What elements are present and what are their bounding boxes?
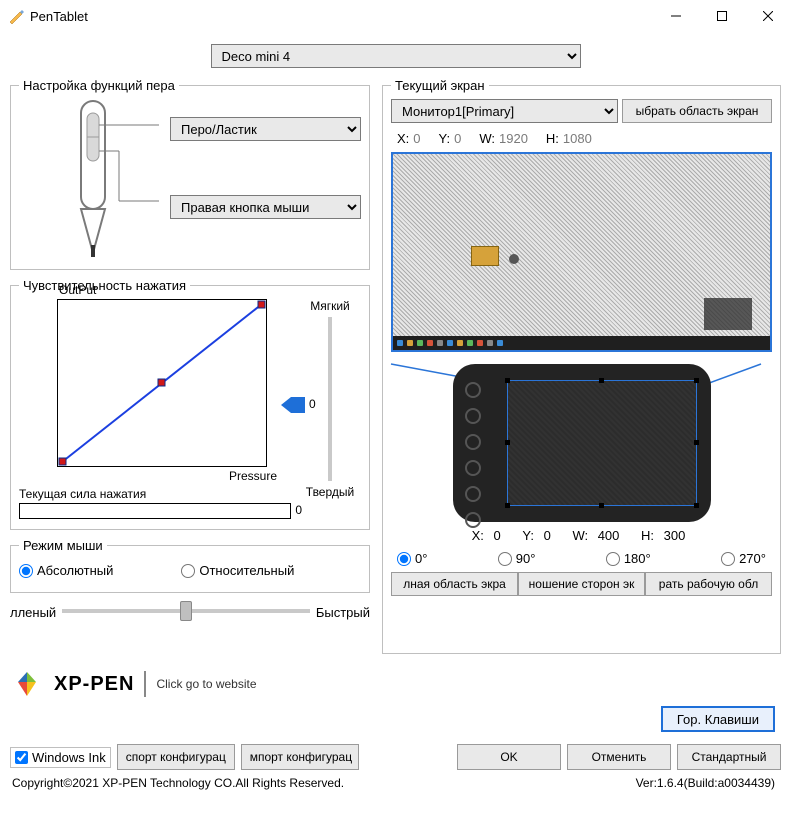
full-area-button[interactable]: лная область экра: [391, 572, 518, 596]
default-button[interactable]: Стандартный: [677, 744, 781, 770]
separator: [144, 671, 146, 697]
rotate-180[interactable]: 180°: [606, 551, 651, 566]
brand-text: XP-PEN: [54, 673, 134, 696]
slow-label: лленый: [10, 605, 56, 620]
titlebar: PenTablet: [0, 0, 791, 32]
close-button[interactable]: [745, 0, 791, 32]
windows-ink-checkbox[interactable]: Windows Ink: [10, 747, 111, 768]
rotate-90[interactable]: 90°: [498, 551, 536, 566]
rotate-270[interactable]: 270°: [721, 551, 766, 566]
copyright-text: Copyright©2021 XP-PEN Technology CO.All …: [12, 776, 344, 790]
hard-label: Твердый: [299, 485, 361, 499]
monitor-select[interactable]: Монитор1[Primary]: [391, 99, 618, 123]
relative-radio[interactable]: Относительный: [181, 563, 294, 578]
xppen-logo-icon: [10, 668, 44, 700]
export-config-button[interactable]: спорт конфигурац: [117, 744, 235, 770]
pressure-axis-label: Pressure: [19, 469, 277, 483]
fast-label: Быстрый: [316, 605, 370, 620]
pen-functions-legend: Настройка функций пера: [19, 78, 179, 93]
pen-diagram: [19, 99, 164, 259]
pen-upper-button-select[interactable]: Перо/Ластик: [170, 117, 361, 141]
logo-row: XP-PEN Click go to website: [10, 662, 781, 702]
rotate-0[interactable]: 0°: [397, 551, 427, 566]
speed-slider[interactable]: [62, 601, 310, 624]
monitor-preview[interactable]: [391, 152, 772, 352]
work-area-button[interactable]: рать рабочую обл: [645, 572, 772, 596]
softness-value: 0: [309, 397, 316, 411]
pressure-curve[interactable]: [57, 299, 267, 467]
softness-slider[interactable]: 0: [299, 317, 361, 481]
soft-label: Мягкий: [299, 299, 361, 313]
maximize-button[interactable]: [699, 0, 745, 32]
current-pressure-bar: 0: [19, 503, 291, 519]
pressure-group: Чувствительность нажатия OutPut: [10, 278, 370, 530]
monitor-coords: X:0 Y:0 W:1920 H:1080: [391, 129, 772, 152]
hotkeys-button[interactable]: Гор. Клавиши: [661, 706, 775, 732]
import-config-button[interactable]: мпорт конфигурац: [241, 744, 359, 770]
aspect-ratio-button[interactable]: ношение сторон эк: [518, 572, 645, 596]
tablet-preview[interactable]: [391, 364, 772, 522]
pen-functions-group: Настройка функций пера: [10, 78, 370, 270]
mouse-mode-group: Режим мыши Абсолютный Относительный: [10, 538, 370, 593]
output-label: OutPut: [59, 283, 96, 297]
screen-legend: Текущий экран: [391, 78, 489, 93]
version-text: Ver:1.6.4(Build:a0034439): [636, 776, 775, 790]
current-pressure-label: Текущая сила нажатия: [19, 487, 291, 501]
device-select[interactable]: Deco mini 4: [211, 44, 581, 68]
screen-group: Текущий экран Монитор1[Primary] ыбрать о…: [382, 78, 781, 654]
ok-button[interactable]: OK: [457, 744, 561, 770]
app-icon: [8, 8, 24, 24]
mouse-mode-legend: Режим мыши: [19, 538, 107, 553]
website-link[interactable]: Click go to website: [156, 677, 256, 691]
select-screen-area-button[interactable]: ыбрать область экран: [622, 99, 772, 123]
current-pressure-value: 0: [295, 503, 302, 517]
tablet-coords: X: 0 Y: 0 W: 400 H: 300: [391, 528, 772, 543]
minimize-button[interactable]: [653, 0, 699, 32]
pressure-legend: Чувствительность нажатия: [19, 278, 190, 293]
pen-lower-button-select[interactable]: Правая кнопка мыши: [170, 195, 361, 219]
window-title: PenTablet: [30, 9, 653, 24]
cancel-button[interactable]: Отменить: [567, 744, 671, 770]
absolute-radio[interactable]: Абсолютный: [19, 563, 113, 578]
